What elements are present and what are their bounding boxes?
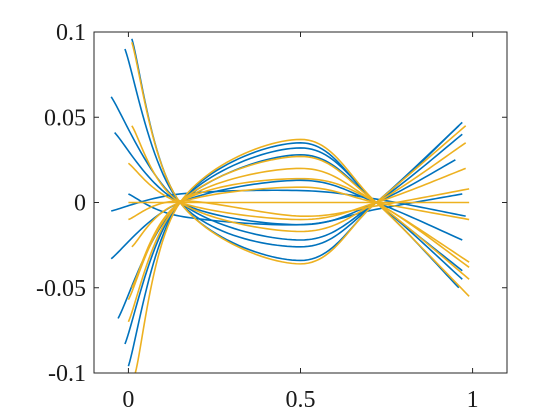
- y-tick-label: -0.05: [36, 276, 86, 302]
- x-tick-label: 0.5: [286, 387, 316, 413]
- x-tick-label: 1: [467, 387, 479, 413]
- series-layer: [110, 38, 470, 373]
- series-line-9: [111, 189, 466, 217]
- series-line-11: [131, 42, 467, 265]
- series-line-8: [110, 179, 463, 260]
- y-tick-label: 0: [74, 191, 86, 217]
- series-line-18: [131, 186, 470, 248]
- series-line-17: [131, 177, 470, 289]
- series-line-20: [128, 188, 470, 221]
- series-line-15: [127, 155, 470, 323]
- y-tick-label: 0.05: [44, 105, 86, 131]
- series-line-12: [131, 125, 467, 233]
- y-tick-label: -0.1: [48, 361, 86, 387]
- series-line-2: [131, 38, 460, 262]
- series-line-13: [127, 162, 466, 221]
- series-line-14: [134, 138, 470, 373]
- series-line-10: [128, 193, 463, 226]
- tick-layer: 0 0.5 1 0.1 0.05 0 -0.05 -0.1: [36, 20, 507, 413]
- y-tick-label: 0.1: [56, 20, 86, 46]
- x-tick-label: 0: [122, 387, 134, 413]
